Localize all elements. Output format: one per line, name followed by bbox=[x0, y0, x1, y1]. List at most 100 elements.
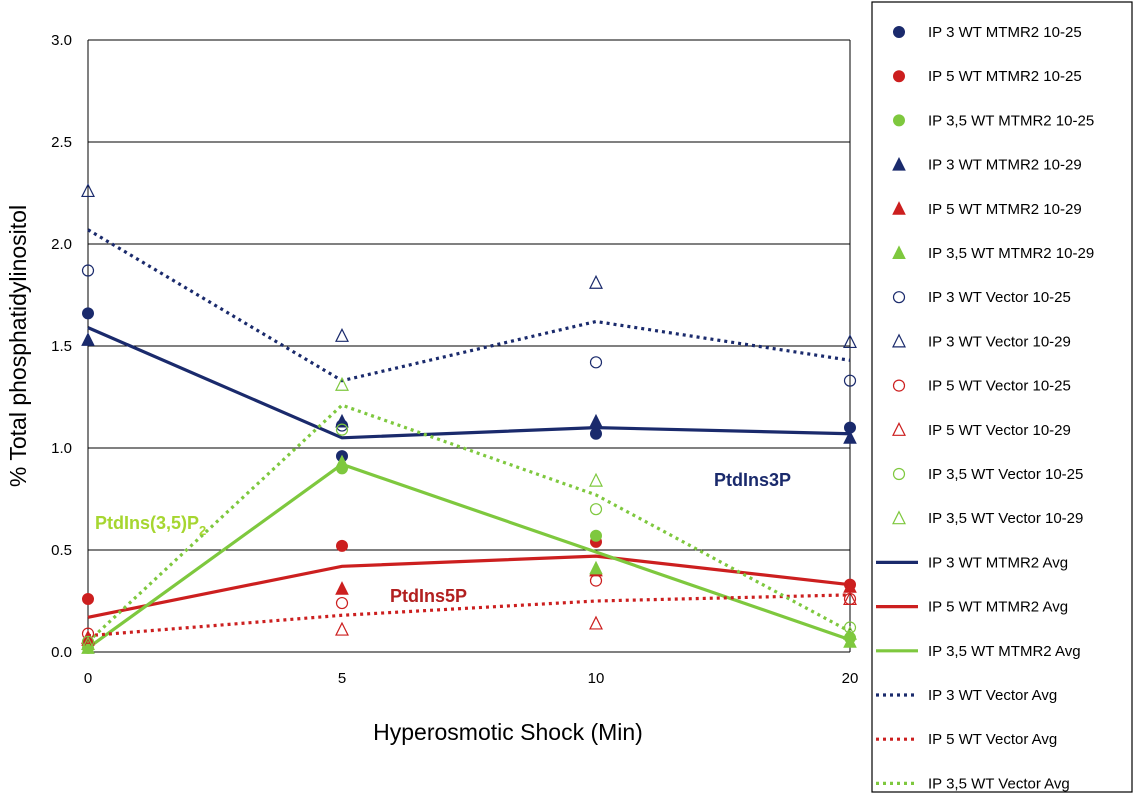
data-point bbox=[843, 621, 857, 634]
data-point bbox=[335, 454, 349, 469]
data-point bbox=[589, 413, 603, 428]
data-point bbox=[82, 592, 94, 605]
data-point bbox=[843, 625, 857, 640]
legend-item: IP 3 WT MTMR2 10-25 bbox=[893, 24, 1082, 41]
data-point bbox=[335, 413, 349, 428]
series-line bbox=[87, 462, 851, 650]
annotation-label: PtdIns(3,5)P2 bbox=[95, 513, 206, 538]
data-point bbox=[843, 374, 857, 387]
legend-item: IP 3,5 WT MTMR2 Avg bbox=[876, 643, 1081, 660]
legend-label: IP 3,5 WT Vector Avg bbox=[928, 775, 1070, 792]
series-line bbox=[87, 228, 851, 383]
axes bbox=[87, 40, 851, 653]
legend-label: IP 3,5 WT Vector 10-29 bbox=[928, 510, 1083, 527]
series-line bbox=[87, 554, 851, 619]
gridlines bbox=[88, 39, 850, 551]
data-point bbox=[589, 503, 603, 516]
tick-labels: 0.0 0.5 1.0 1.5 2.0 2.5 3.0 0 5 10 20 bbox=[51, 32, 858, 687]
y-tick-label: 1.0 bbox=[51, 440, 72, 457]
legend-marker bbox=[893, 114, 905, 127]
legend-box bbox=[871, 1, 1133, 793]
legend-label: IP 3,5 WT MTMR2 10-25 bbox=[928, 112, 1094, 129]
legend-item: IP 3 WT MTMR2 Avg bbox=[876, 554, 1068, 571]
legend-label: IP 5 WT Vector 10-29 bbox=[928, 422, 1071, 439]
legend-item: IP 3,5 WT Vector 10-25 bbox=[892, 466, 1083, 483]
y-axis-label: % Total phosphatidylinositol bbox=[5, 205, 31, 487]
legend-marker bbox=[893, 70, 905, 83]
legend-item: IP 3,5 WT Vector Avg bbox=[876, 775, 1070, 792]
data-point bbox=[335, 423, 349, 436]
legend-marker bbox=[893, 26, 905, 38]
legend-item: IP 3 WT Vector 10-29 bbox=[892, 333, 1071, 350]
legend-label: IP 3,5 WT Vector 10-25 bbox=[928, 466, 1083, 483]
legend-label: IP 5 WT MTMR2 Avg bbox=[928, 599, 1068, 616]
legend-item: IP 5 WT Vector 10-25 bbox=[892, 378, 1071, 395]
legend-item: IP 5 WT Vector 10-29 bbox=[892, 421, 1071, 439]
data-point bbox=[335, 376, 349, 391]
legend-marker bbox=[892, 467, 906, 481]
legend-item: IP 5 WT MTMR2 10-29 bbox=[892, 201, 1082, 218]
data-point bbox=[843, 591, 857, 606]
legend-label: IP 3 WT Vector Avg bbox=[928, 687, 1057, 704]
legend-marker bbox=[892, 421, 906, 436]
data-point bbox=[336, 539, 348, 552]
y-tick-label: 3.0 bbox=[51, 32, 72, 49]
data-point bbox=[82, 307, 94, 320]
legend-item: IP 3,5 WT MTMR2 10-29 bbox=[892, 245, 1094, 262]
legend-label: IP 5 WT Vector Avg bbox=[928, 731, 1057, 748]
legend-label: IP 3,5 WT MTMR2 10-29 bbox=[928, 245, 1094, 262]
x-tick-label: 10 bbox=[588, 670, 605, 687]
data-point bbox=[843, 634, 857, 648]
data-point bbox=[81, 627, 95, 640]
data-point bbox=[335, 419, 349, 432]
data-point bbox=[843, 334, 857, 349]
x-axis-label: Hyperosmotic Shock (Min) bbox=[373, 719, 643, 745]
legend: IP 3 WT MTMR2 10-25 IP 5 WT MTMR2 10-25 IP… bbox=[876, 24, 1094, 792]
data-point bbox=[335, 596, 349, 610]
data-point bbox=[589, 560, 603, 575]
legend-marker bbox=[892, 245, 906, 259]
data-point bbox=[589, 615, 603, 630]
annotations: PtdIns3P PtdIns(3,5)P2 PtdIns5P bbox=[95, 470, 791, 606]
data-point bbox=[589, 472, 603, 487]
x-tick-label: 0 bbox=[84, 670, 92, 687]
y-tick-label: 2.0 bbox=[51, 236, 72, 253]
series-line bbox=[87, 593, 851, 638]
legend-marker bbox=[892, 291, 906, 304]
y-tick-label: 0.5 bbox=[51, 542, 72, 559]
legend-marker bbox=[892, 156, 906, 171]
legend-item: IP 5 WT Vector Avg bbox=[876, 731, 1057, 748]
annotation-label: PtdIns5P bbox=[390, 586, 467, 606]
legend-item: IP 3,5 WT MTMR2 10-25 bbox=[893, 112, 1094, 129]
legend-label: IP 3 WT MTMR2 10-29 bbox=[928, 157, 1082, 174]
data-point bbox=[335, 327, 349, 342]
data-point bbox=[81, 264, 95, 277]
data-point bbox=[590, 427, 602, 440]
y-tick-label: 0.0 bbox=[51, 644, 72, 661]
legend-marker bbox=[892, 201, 906, 215]
legend-marker bbox=[892, 379, 906, 392]
legend-label: IP 5 WT Vector 10-25 bbox=[928, 378, 1071, 395]
data-point bbox=[589, 274, 603, 289]
legend-item: IP 3 WT Vector 10-25 bbox=[892, 289, 1071, 306]
legend-item: IP 5 WT MTMR2 Avg bbox=[876, 599, 1068, 616]
data-point bbox=[335, 621, 349, 636]
y-tick-label: 1.5 bbox=[51, 338, 72, 355]
y-tick-label: 2.5 bbox=[51, 134, 72, 151]
data-point bbox=[590, 529, 602, 542]
data-point bbox=[81, 183, 95, 198]
data-point bbox=[589, 574, 603, 587]
data-point bbox=[589, 356, 603, 369]
data-point bbox=[843, 430, 857, 444]
legend-label: IP 3 WT MTMR2 10-25 bbox=[928, 24, 1082, 41]
series-line bbox=[87, 326, 851, 440]
legend-label: IP 3,5 WT MTMR2 Avg bbox=[928, 643, 1081, 660]
legend-label: IP 5 WT MTMR2 10-25 bbox=[928, 68, 1082, 85]
legend-item: IP 3,5 WT Vector 10-29 bbox=[892, 510, 1083, 527]
legend-item: IP 5 WT MTMR2 10-25 bbox=[893, 68, 1082, 85]
legend-marker bbox=[892, 510, 906, 525]
x-tick-label: 20 bbox=[842, 670, 859, 687]
legend-item: IP 3 WT MTMR2 10-29 bbox=[892, 156, 1082, 174]
series-lines bbox=[86, 228, 851, 650]
